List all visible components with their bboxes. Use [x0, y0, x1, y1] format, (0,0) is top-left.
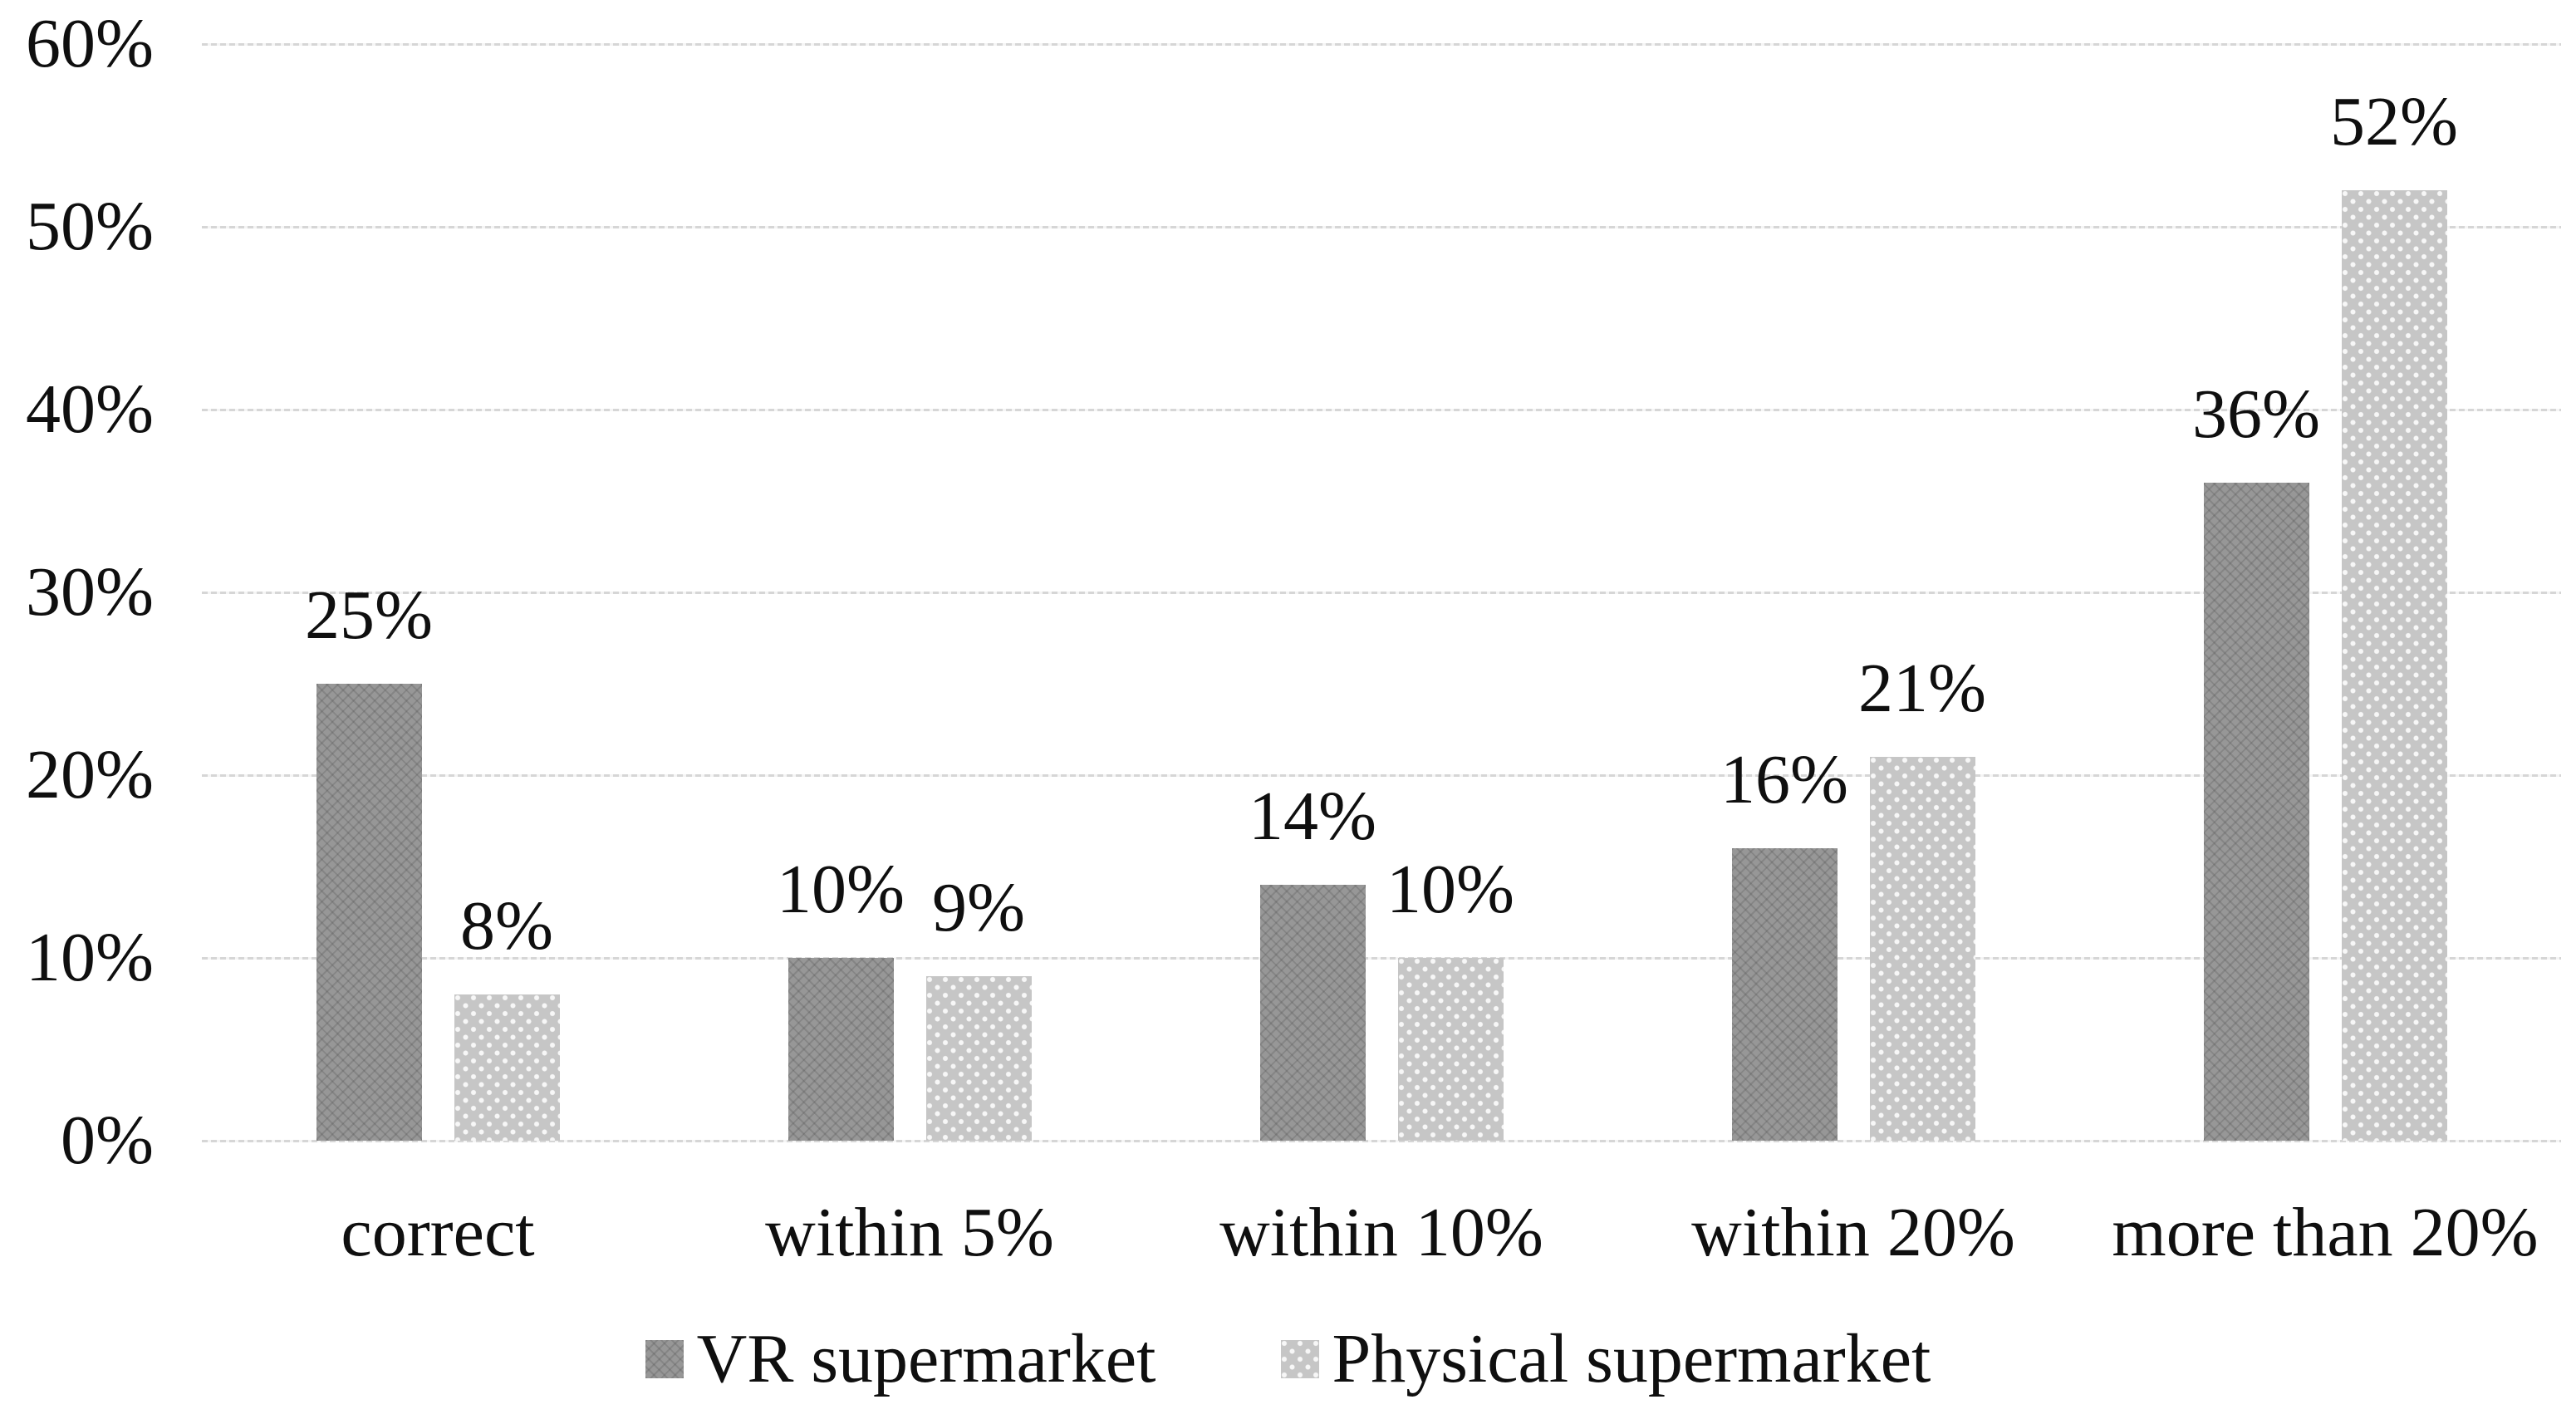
category-label-correct: correct	[341, 1194, 535, 1271]
bar-value-label-physical-within-20-: 21%	[1858, 650, 1986, 727]
bar-vr-correct	[316, 684, 422, 1141]
y-axis-tick-label: 0%	[61, 1102, 154, 1179]
category-label-within-20-: within 20%	[1691, 1194, 2015, 1271]
bar-value-label-physical-within-10-: 10%	[1386, 851, 1514, 928]
chart-legend: VR supermarket Physical supermarket	[0, 1319, 2576, 1399]
bar-value-label-physical-correct: 8%	[460, 887, 553, 965]
gridline-10pct	[202, 956, 2561, 960]
legend-item-vr-supermarket: VR supermarket	[645, 1319, 1156, 1399]
bar-value-label-vr-within-5-: 10%	[777, 851, 905, 928]
y-axis-tick-label: 60%	[26, 5, 154, 82]
legend-label-physical-supermarket: Physical supermarket	[1332, 1320, 1931, 1397]
bar-value-label-vr-within-20-: 16%	[1720, 741, 1848, 818]
y-axis-tick-label: 20%	[26, 736, 154, 813]
gridline-50pct	[202, 225, 2561, 228]
gridline-60pct	[202, 42, 2561, 46]
category-label-within-10-: within 10%	[1219, 1194, 1543, 1271]
y-axis-tick-label: 10%	[26, 919, 154, 996]
bar-vr-within-20-	[1731, 848, 1838, 1141]
bar-physical-within-10-	[1397, 958, 1504, 1141]
category-label-within-5-: within 5%	[765, 1194, 1054, 1271]
bar-vr-within-5-	[788, 958, 894, 1141]
gridline-40pct	[202, 408, 2561, 411]
bar-physical-within-5-	[925, 976, 1032, 1141]
bar-value-label-vr-more-than-20-: 36%	[2192, 376, 2320, 453]
legend-swatch-physical-supermarket	[1280, 1340, 1319, 1378]
category-label-more-than-20-: more than 20%	[2112, 1194, 2539, 1271]
bar-vr-within-10-	[1259, 885, 1366, 1141]
gridline-20pct	[202, 773, 2561, 777]
legend-swatch-vr-supermarket	[645, 1340, 684, 1378]
y-axis-tick-label: 40%	[26, 371, 154, 448]
bar-value-label-vr-within-10-: 14%	[1249, 778, 1376, 855]
bar-value-label-physical-within-5-: 9%	[932, 869, 1025, 946]
gridline-0pct	[202, 1139, 2561, 1142]
bar-vr-more-than-20-	[2203, 483, 2309, 1141]
bar-value-label-physical-more-than-20-: 52%	[2330, 83, 2458, 160]
y-axis-tick-label: 30%	[26, 553, 154, 631]
gridline-30pct	[202, 591, 2561, 594]
bar-physical-correct	[454, 994, 560, 1141]
legend-item-physical-supermarket: Physical supermarket	[1280, 1319, 1931, 1399]
bar-physical-more-than-20-	[2341, 190, 2447, 1141]
y-axis-tick-label: 50%	[26, 188, 154, 265]
bar-physical-within-20-	[1869, 757, 1975, 1141]
bar-value-label-vr-correct: 25%	[305, 577, 433, 654]
legend-label-vr-supermarket: VR supermarket	[696, 1320, 1156, 1397]
